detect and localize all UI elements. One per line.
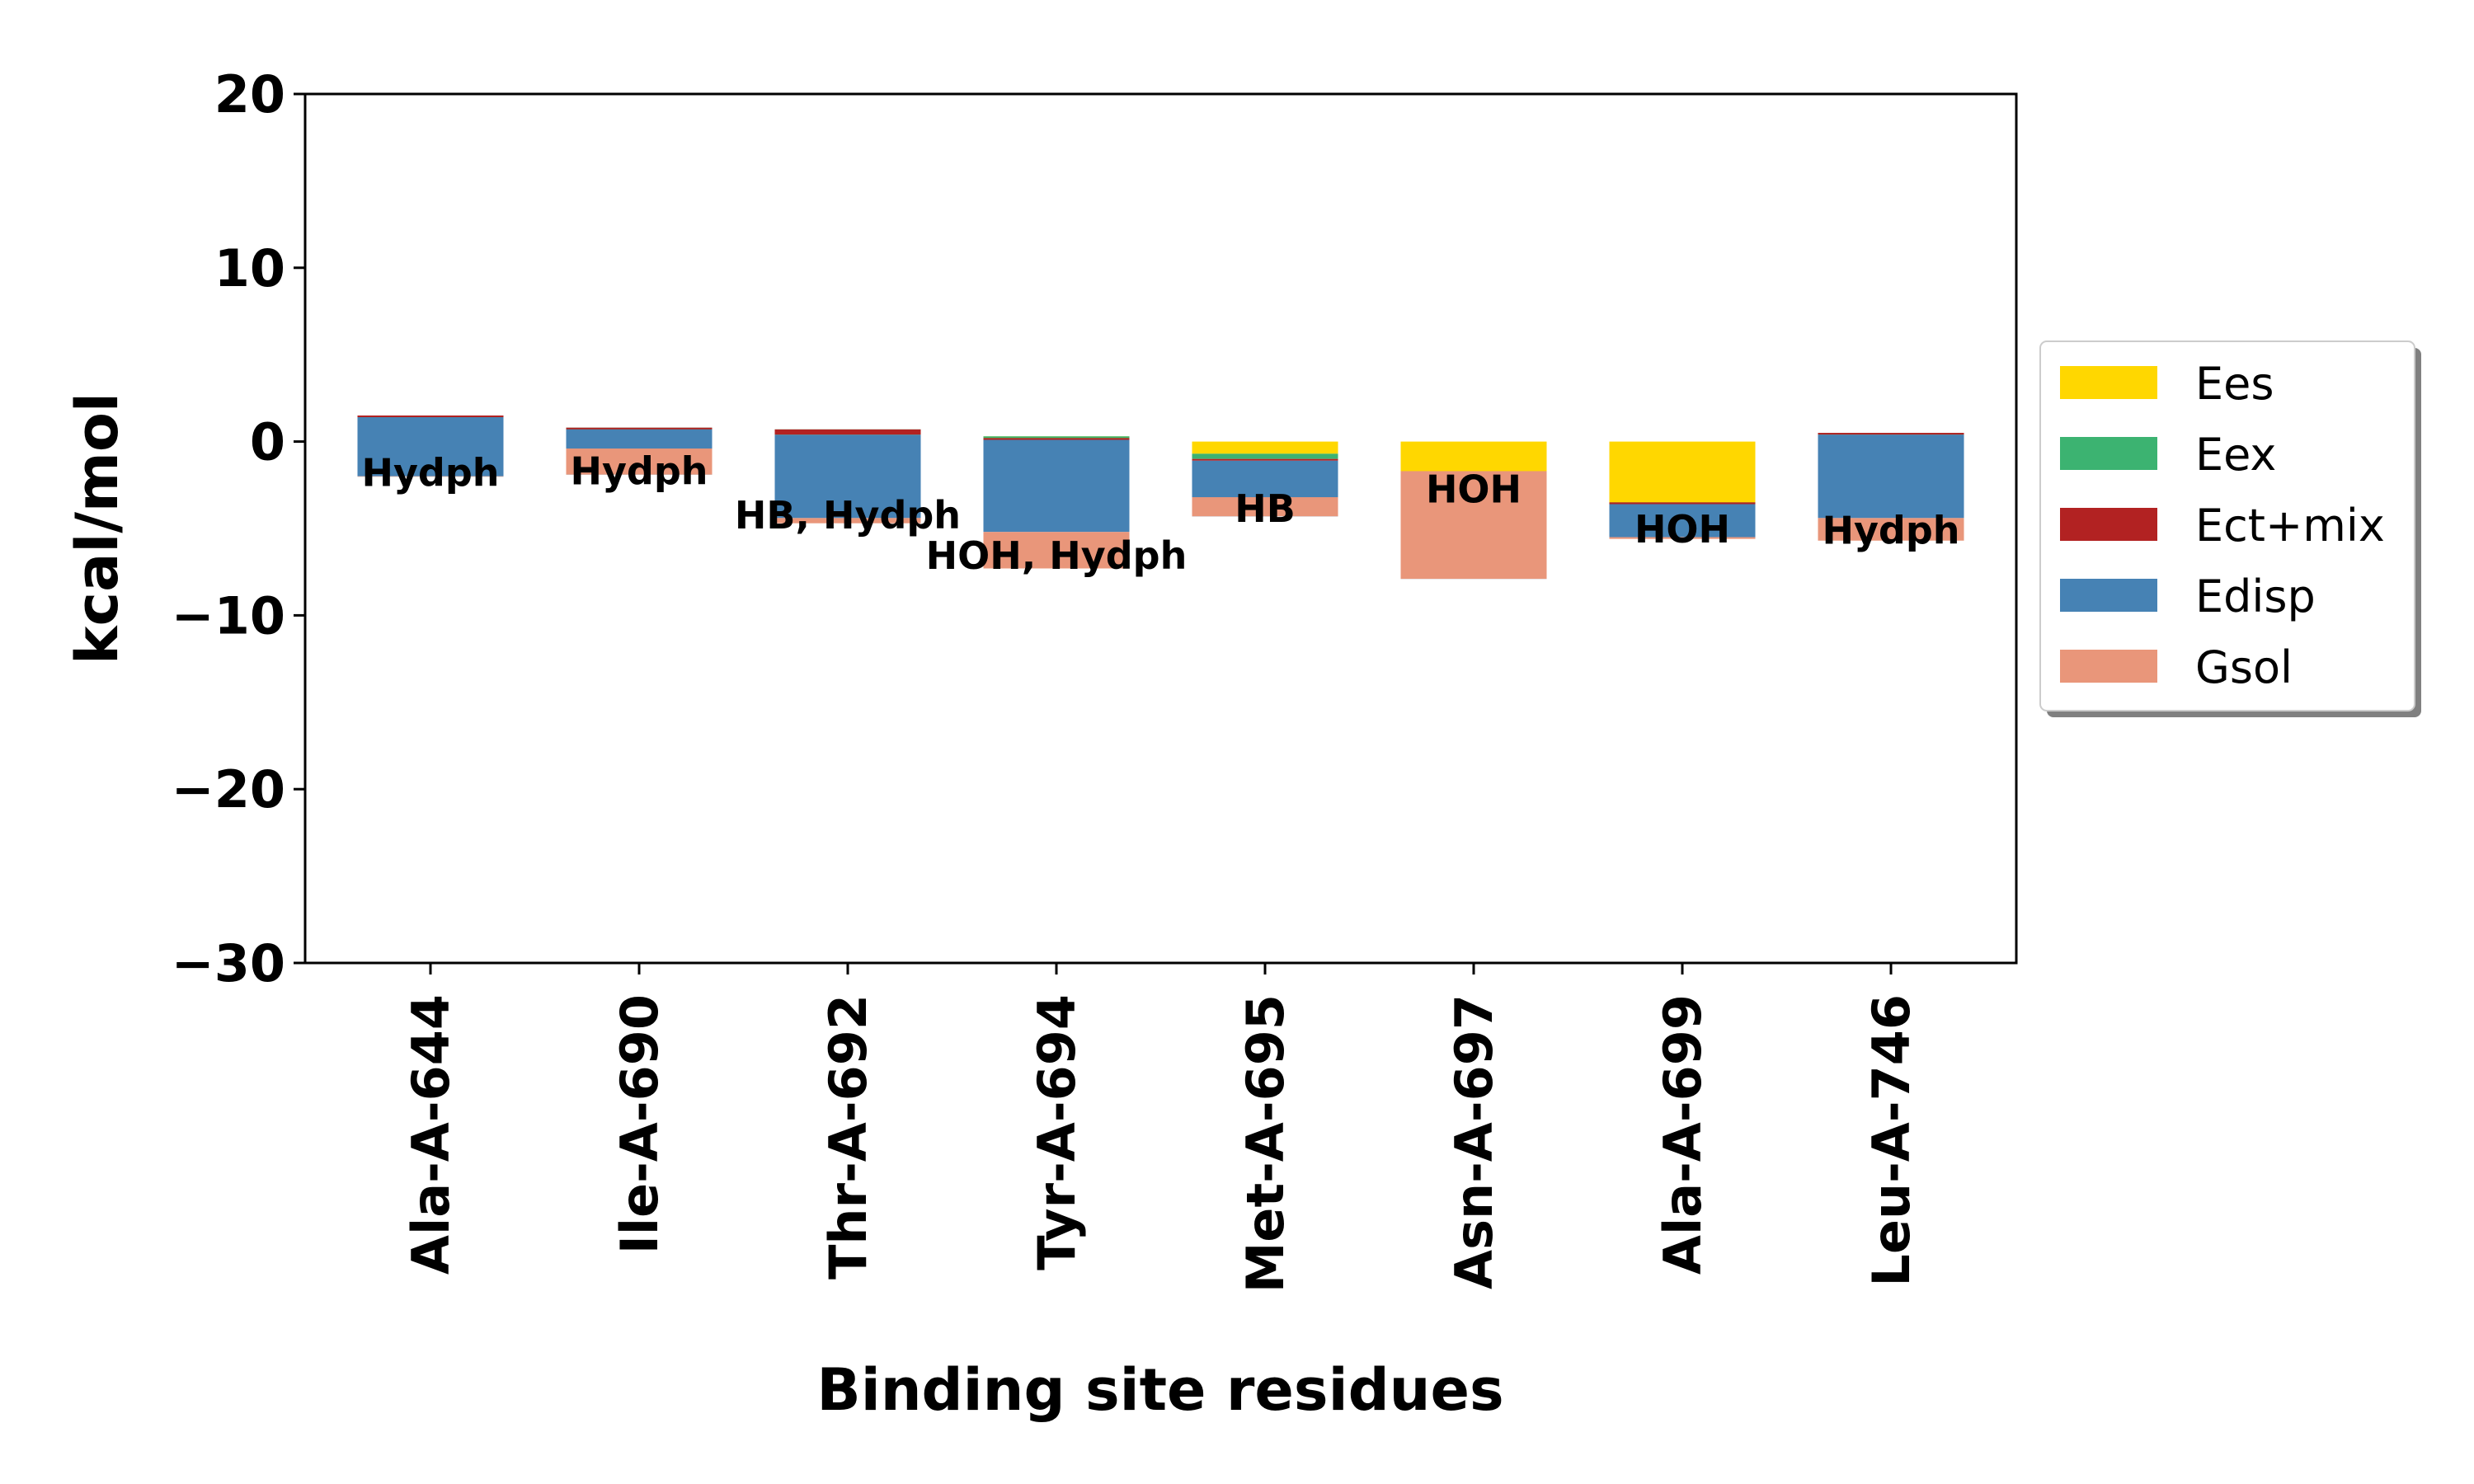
bar-annotation: Hydph (1822, 509, 1959, 553)
bar-gsol-4 (983, 532, 1130, 569)
x-axis-title: Binding site residues (816, 1356, 1503, 1424)
bar-ees-7 (1609, 441, 1756, 505)
bars-layer (357, 415, 1964, 580)
y-axis: 20 10 0 −10 −20 −30 (172, 64, 305, 993)
bar-ect-mix-2 (566, 427, 713, 430)
y-axis-title: kcal/mol (63, 392, 131, 665)
legend: Ees Eex Ect+mix Edisp Gsol (2039, 340, 2421, 717)
x-axis: Ala-A-644 Ile-A-690 Thr-A-692 Tyr-A-694 Met-… (401, 963, 1921, 1293)
bar-eex-4 (983, 436, 1130, 439)
legend-swatch (2060, 366, 2157, 399)
x-tick-label: Ile-A-690 (609, 994, 670, 1254)
y-tick-label: 10 (214, 238, 285, 298)
bar-gsol-7 (1609, 537, 1756, 539)
bar-edisp-1 (357, 417, 504, 477)
bar-annotation: HB (1235, 486, 1296, 531)
bar-annotation: HB, Hydph (735, 493, 961, 538)
y-tick-label: 20 (214, 64, 285, 124)
x-tick-label: Thr-A-692 (818, 994, 878, 1280)
x-tick-label: Ala-A-644 (401, 994, 461, 1275)
legend-label: Eex (2195, 429, 2276, 481)
legend-swatch (2060, 650, 2157, 683)
bar-eex-5 (1192, 453, 1338, 459)
bar-annotation: HOH (1426, 467, 1522, 512)
bar-edisp-8 (1818, 434, 1964, 519)
x-tick-label: Leu-A-746 (1861, 994, 1921, 1287)
legend-label: Ees (2195, 358, 2274, 410)
bar-ect-mix-3 (774, 429, 921, 435)
bar-annotation: HOH (1634, 507, 1730, 552)
legend-swatch (2060, 437, 2157, 470)
bar-edisp-7 (1609, 504, 1756, 538)
legend-label: Gsol (2195, 641, 2293, 693)
legend-label: Edisp (2195, 571, 2316, 622)
bar-ect-mix-7 (1609, 502, 1756, 505)
bar-ees-5 (1192, 441, 1338, 454)
bar-gsol-5 (1192, 497, 1338, 517)
bar-ect-mix-1 (357, 415, 504, 418)
bar-edisp-3 (774, 434, 921, 519)
legend-box (2039, 340, 2415, 711)
bar-gsol-3 (774, 518, 921, 524)
x-tick-label: Met-A-695 (1235, 994, 1296, 1293)
legend-label: Ect+mix (2195, 500, 2385, 552)
bar-ect-mix-8 (1818, 433, 1964, 435)
bar-gsol-2 (566, 448, 713, 475)
bar-annotation: Hydph (361, 451, 499, 495)
bar-annotation: HOH, Hydph (926, 533, 1188, 578)
y-tick-label: −20 (172, 759, 285, 819)
bar-edisp-4 (983, 439, 1130, 533)
plot-frame (303, 92, 2018, 965)
y-tick-label: −30 (172, 933, 285, 993)
x-tick-label: Tyr-A-694 (1027, 994, 1087, 1270)
y-tick-label: 0 (250, 412, 285, 472)
bar-ect-mix-4 (983, 438, 1130, 440)
bar-gsol-6 (1400, 471, 1547, 580)
x-tick-label: Asn-A-697 (1444, 994, 1504, 1289)
bar-gsol-8 (1818, 518, 1964, 541)
bar-annotation: Hydph (570, 449, 708, 494)
x-tick-label: Ala-A-699 (1653, 994, 1713, 1275)
legend-swatch (2060, 508, 2157, 541)
legend-swatch (2060, 579, 2157, 612)
bar-ect-mix-5 (1192, 458, 1338, 461)
y-tick-label: −10 (172, 585, 285, 646)
